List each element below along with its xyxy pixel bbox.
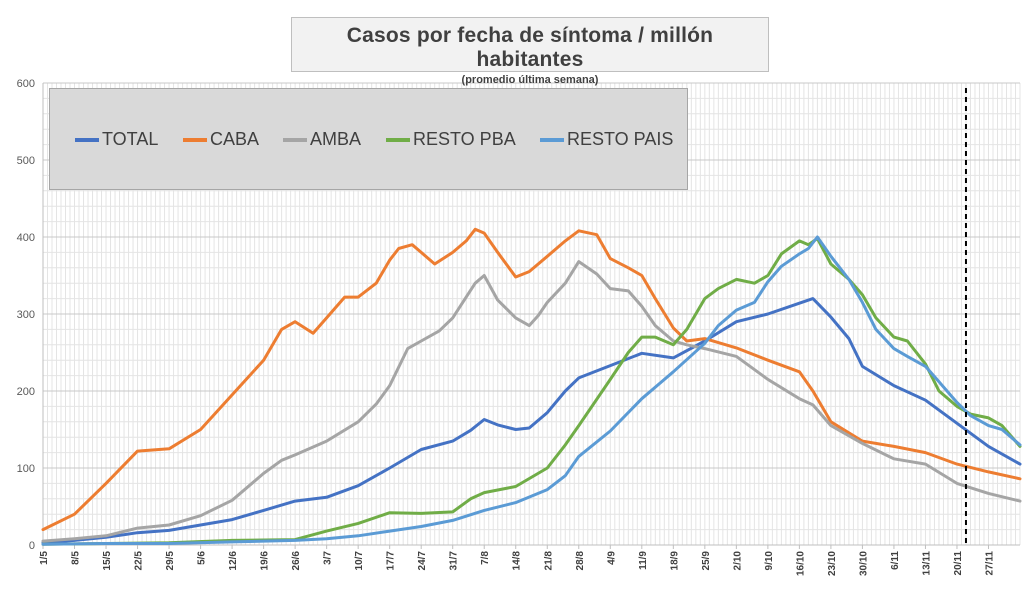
x-tick-label: 24/7 (417, 551, 428, 571)
x-tick-label: 11/9 (638, 551, 649, 570)
legend-swatch-resto-pba (386, 137, 410, 142)
x-tick-label: 20/11 (953, 551, 964, 576)
series-line-resto-pba (41, 237, 1022, 546)
x-tick-label: 23/10 (827, 551, 838, 576)
y-tick-label: 400 (17, 232, 35, 244)
x-tick-label: 19/6 (260, 551, 271, 571)
x-tick-label: 12/6 (228, 551, 239, 571)
x-tick-label: 6/11 (890, 551, 901, 570)
legend-swatch-resto-pais (540, 137, 564, 142)
x-axis: 1/5 8/5 15/5 22/5 29/5 5/6 12/6 19/6 26/6 3/7 10/7… (39, 545, 995, 576)
legend-swatch-total (75, 137, 99, 142)
chart-title: Casos por fecha de síntoma / millón habi… (346, 24, 714, 71)
legend-swatch-amba (283, 137, 307, 142)
series-line-caba (41, 227, 1022, 532)
x-tick-label: 8/5 (71, 551, 82, 565)
x-tick-label: 1/5 (39, 551, 50, 565)
legend-label-resto-pba: RESTO PBA (413, 129, 516, 149)
series-line-resto-pais (41, 235, 1022, 546)
y-tick-label: 100 (17, 463, 35, 475)
legend-item-resto-pais: RESTO PAIS (540, 129, 673, 150)
x-tick-label: 30/10 (858, 551, 869, 576)
y-tick-label: 300 (17, 309, 35, 321)
series-lines (41, 227, 1022, 546)
series-line-amba (41, 260, 1022, 543)
chart-legend: TOTAL CABA AMBA RESTO PBA RESTO PAIS (49, 88, 688, 190)
x-tick-label: 4/9 (606, 551, 617, 565)
x-tick-label: 14/8 (512, 551, 523, 571)
x-tick-label: 16/10 (795, 551, 806, 576)
x-tick-label: 26/6 (291, 551, 302, 571)
legend-label-caba: CABA (210, 129, 260, 149)
x-tick-label: 29/5 (165, 551, 176, 571)
x-tick-label: 3/7 (323, 551, 334, 565)
x-tick-label: 25/9 (701, 551, 712, 571)
x-tick-label: 31/7 (449, 551, 460, 571)
x-tick-label: 17/7 (386, 551, 397, 571)
x-tick-label: 15/5 (102, 551, 113, 571)
y-tick-label: 200 (17, 386, 35, 398)
legend-item-total: TOTAL (75, 129, 158, 150)
x-tick-label: 10/7 (354, 551, 365, 571)
chart-subtitle: (promedio última semana) (461, 74, 599, 86)
x-tick-label: 22/5 (134, 551, 145, 571)
series-line-total (41, 297, 1022, 545)
y-axis: 0 100 200 300 400 500 600 (17, 78, 35, 552)
x-tick-label: 5/6 (197, 551, 208, 565)
x-tick-label: 13/11 (921, 551, 932, 576)
legend-label-amba: AMBA (310, 129, 362, 149)
x-tick-label: 2/10 (732, 551, 743, 571)
legend-swatch-caba (183, 137, 207, 142)
y-tick-label: 600 (17, 78, 35, 90)
y-tick-label: 500 (17, 155, 35, 167)
legend-label-total: TOTAL (102, 129, 159, 149)
legend-item-caba: CABA (183, 129, 259, 150)
x-tick-label: 21/8 (543, 551, 554, 571)
legend-label-resto-pais: RESTO PAIS (567, 129, 674, 149)
x-tick-label: 9/10 (764, 551, 775, 571)
x-tick-label: 27/11 (984, 551, 995, 576)
x-tick-label: 28/8 (575, 551, 586, 571)
y-tick-label: 0 (29, 540, 35, 552)
x-tick-label: 7/8 (480, 551, 491, 565)
legend-item-amba: AMBA (283, 129, 361, 150)
chart-title-box: Casos por fecha de síntoma / millón habi… (291, 17, 769, 86)
x-tick-label: 18/9 (669, 551, 680, 571)
legend-item-resto-pba: RESTO PBA (386, 129, 516, 150)
